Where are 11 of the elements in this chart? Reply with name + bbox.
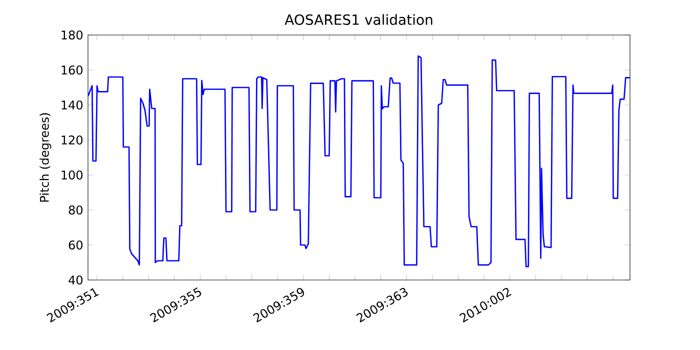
y-axis-title: Pitch (degrees) <box>40 113 52 202</box>
line-series <box>88 55 630 268</box>
y-tick-label: 120 <box>62 135 82 145</box>
y-tick-label: 80 <box>68 205 82 215</box>
y-tick-label: 100 <box>62 170 82 180</box>
y-tick-label: 140 <box>62 100 82 110</box>
y-tick-label: 40 <box>68 275 82 285</box>
y-tick-label: 60 <box>68 240 82 250</box>
chart-title: AOSARES1 validation <box>284 14 432 25</box>
y-tick-label: 180 <box>62 30 82 40</box>
y-tick-label: 160 <box>62 65 82 75</box>
